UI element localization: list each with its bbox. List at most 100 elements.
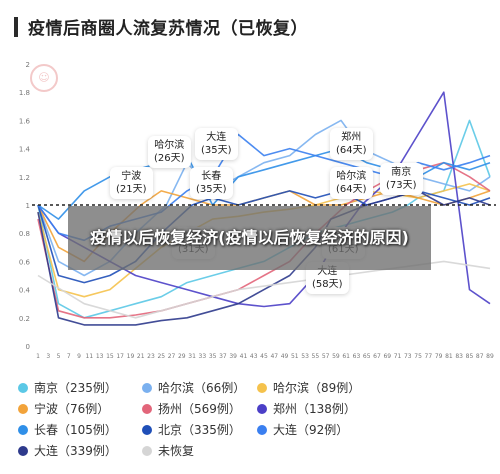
legend-item: 宁波（76例） xyxy=(18,400,109,417)
y-tick-label: 0.2 xyxy=(19,315,30,323)
x-tick-label: 7 xyxy=(67,353,71,360)
x-tick-label: 31 xyxy=(188,353,196,360)
legend-swatch xyxy=(18,403,28,414)
x-tick-label: 41 xyxy=(240,353,248,360)
x-tick-label: 81 xyxy=(445,353,453,360)
callout-days: (58天) xyxy=(312,279,343,290)
x-tick-label: 43 xyxy=(250,353,258,360)
x-tick-label: 29 xyxy=(178,353,186,360)
legend-label: 哈尔滨（89例） xyxy=(273,381,361,395)
x-tick-label: 17 xyxy=(116,353,124,360)
y-tick-label: 1.8 xyxy=(19,89,30,97)
x-tick-label: 9 xyxy=(77,353,81,360)
y-tick-label: 1 xyxy=(26,202,30,210)
x-tick-label: 47 xyxy=(270,353,278,360)
x-tick-label: 77 xyxy=(425,353,433,360)
x-tick-label: 45 xyxy=(260,353,268,360)
x-tick-label: 37 xyxy=(219,353,227,360)
callout-days: (64天) xyxy=(336,184,367,195)
x-tick-label: 85 xyxy=(466,353,474,360)
x-tick-label: 25 xyxy=(157,353,165,360)
x-tick-label: 53 xyxy=(301,353,309,360)
callout-days: (35天) xyxy=(201,145,232,156)
legend-item: 郑州（138例） xyxy=(257,400,356,417)
x-tick-label: 59 xyxy=(332,353,340,360)
legend-item: 大连（92例） xyxy=(257,421,348,438)
y-tick-label: 1.6 xyxy=(19,117,31,125)
y-tick-label: 0.8 xyxy=(19,230,30,238)
legend-label: 北京（335例） xyxy=(158,423,241,437)
callout-label: 郑州 (64天) xyxy=(330,128,373,160)
x-tick-label: 65 xyxy=(363,353,371,360)
x-tick-label: 83 xyxy=(455,353,463,360)
legend-item: 北京（335例） xyxy=(142,421,241,438)
legend-swatch xyxy=(257,382,267,393)
callout-label: 宁波 (21天) xyxy=(110,167,153,199)
legend-item: 大连（339例） xyxy=(18,442,117,459)
x-tick-label: 11 xyxy=(86,353,94,360)
x-tick-label: 67 xyxy=(373,353,381,360)
callout-city: 哈尔滨 xyxy=(154,140,185,151)
title-bar: 疫情后商圈人流复苏情况（已恢复） xyxy=(14,14,308,39)
x-tick-label: 61 xyxy=(342,353,350,360)
x-tick-label: 21 xyxy=(137,353,145,360)
x-tick-label: 87 xyxy=(476,353,484,360)
callout-days: (64天) xyxy=(336,145,367,156)
x-tick-label: 3 xyxy=(46,353,50,360)
legend-swatch xyxy=(18,445,28,456)
callout-city: 哈尔滨 xyxy=(336,171,367,182)
x-tick-label: 69 xyxy=(383,353,391,360)
legend-label: 大连（92例） xyxy=(273,423,349,437)
legend-label: 长春（105例） xyxy=(34,423,117,437)
y-tick-label: 0.6 xyxy=(19,258,31,266)
legend-swatch xyxy=(18,424,28,435)
callout-city: 大连 xyxy=(317,266,338,277)
y-tick-label: 1.4 xyxy=(19,146,31,154)
legend-item: 长春（105例） xyxy=(18,421,117,438)
callout-days: (35天) xyxy=(196,184,227,195)
legend-label: 郑州（138例） xyxy=(273,402,356,416)
legend-item: 哈尔滨（66例） xyxy=(142,379,245,396)
legend-label: 南京（235例） xyxy=(34,381,117,395)
legend-swatch xyxy=(142,382,152,393)
legend-label: 宁波（76例） xyxy=(34,402,110,416)
overlay-banner: 疫情以后恢复经济(疫情以后恢复经济的原因) xyxy=(68,206,431,270)
overlay-text: 疫情以后恢复经济(疫情以后恢复经济的原因) xyxy=(90,228,409,247)
callout-city: 宁波 xyxy=(121,171,142,182)
y-tick-label: 1.2 xyxy=(19,174,30,182)
legend-item: 未恢复 xyxy=(142,442,194,459)
x-tick-label: 55 xyxy=(312,353,320,360)
callout-days: (21天) xyxy=(116,184,147,195)
chart-title: 疫情后商圈人流复苏情况（已恢复） xyxy=(28,19,308,39)
callout-city: 郑州 xyxy=(341,132,362,143)
x-tick-label: 23 xyxy=(147,353,155,360)
x-tick-label: 27 xyxy=(168,353,176,360)
x-tick-label: 75 xyxy=(414,353,422,360)
x-tick-label: 15 xyxy=(106,353,114,360)
x-tick-label: 89 xyxy=(486,353,494,360)
title-accent-bar xyxy=(14,16,18,37)
legend-label: 未恢复 xyxy=(158,444,195,458)
callout-city: 大连 xyxy=(206,132,227,143)
x-tick-label: 63 xyxy=(353,353,361,360)
callout-city: 南京 xyxy=(391,167,412,178)
x-tick-label: 33 xyxy=(199,353,207,360)
legend-item: 哈尔滨（89例） xyxy=(257,379,360,396)
callout-days: (26天) xyxy=(154,153,185,164)
legend-swatch xyxy=(257,424,267,435)
y-tick-label: 0 xyxy=(26,343,30,351)
callout-label: 长春 (35天) xyxy=(190,167,233,199)
x-tick-label: 13 xyxy=(96,353,104,360)
legend-swatch xyxy=(142,424,152,435)
callout-days: (73天) xyxy=(386,180,417,191)
legend-swatch xyxy=(18,382,28,393)
x-tick-label: 1 xyxy=(36,353,40,360)
x-tick-label: 5 xyxy=(57,353,61,360)
y-tick-label: 0.4 xyxy=(19,287,31,295)
legend-label: 大连（339例） xyxy=(34,444,117,458)
x-tick-label: 19 xyxy=(127,353,135,360)
legend-item: 南京（235例） xyxy=(18,379,117,396)
x-tick-label: 35 xyxy=(209,353,217,360)
x-tick-label: 49 xyxy=(281,353,289,360)
callout-label: 哈尔滨 (64天) xyxy=(330,167,373,199)
